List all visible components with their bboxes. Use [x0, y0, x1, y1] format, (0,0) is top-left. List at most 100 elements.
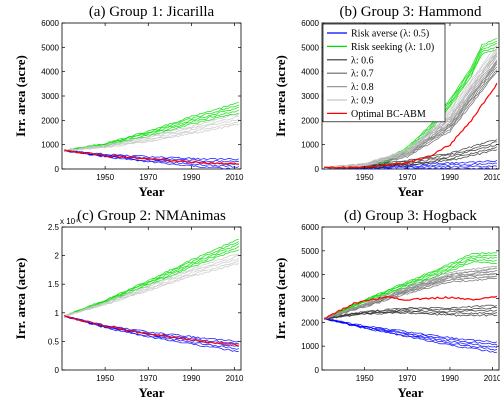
- series-line: [324, 309, 498, 320]
- series-line: [324, 295, 498, 319]
- legend: Risk averse (λ: 0.5) Risk seeking (λ: 1.0…: [322, 23, 446, 123]
- y-tick-label: 0: [315, 366, 320, 375]
- y-tick-label: 4000: [301, 271, 319, 280]
- y-axis-label: Irr. area (acre): [13, 258, 28, 340]
- legend-label: λ: 0.6: [351, 55, 374, 66]
- series-line: [64, 238, 239, 317]
- series-line: [324, 277, 497, 319]
- y-tick-label: 6000: [301, 19, 319, 28]
- x-tick-label: 1970: [398, 173, 416, 182]
- y-tick-label: 6000: [41, 19, 59, 28]
- plot-area: [61, 22, 242, 170]
- y-tick-label: 0.5: [48, 337, 60, 346]
- series-line: [323, 47, 498, 169]
- panel-title: (a) Group 1: Jicarilla: [89, 4, 215, 20]
- panel-4: 0 1000 2000 3000 4000 5000 6000 1950 1970 1990 201…: [273, 208, 500, 400]
- y-scale-label: x 10⁴: [60, 217, 79, 226]
- y-axis-label: Irr. area (acre): [13, 55, 28, 137]
- series-group: [323, 38, 498, 169]
- plot-area: [321, 226, 500, 371]
- y-tick-label: 5000: [41, 43, 59, 52]
- y-axis-label: Irr. area (acre): [273, 55, 288, 137]
- legend-label: λ: 0.7: [351, 69, 374, 80]
- series-line: [64, 257, 240, 317]
- y-axis-label: Irr. area (acre): [273, 258, 288, 340]
- series-group: [63, 238, 240, 353]
- series-line: [323, 254, 497, 320]
- y-tick-label: 6000: [301, 223, 319, 232]
- series-line: [324, 304, 498, 319]
- series-line: [324, 318, 498, 344]
- series-line: [64, 118, 240, 152]
- y-tick-label: 3000: [301, 92, 319, 101]
- x-tick-label: 2010: [226, 173, 244, 182]
- panel-title: (c) Group 2: NMAnimas: [77, 208, 226, 224]
- y-tick-label: 1000: [41, 141, 59, 150]
- series-line: [64, 149, 239, 165]
- y-tick-label: 1000: [301, 342, 319, 351]
- y-tick-label: 2000: [301, 318, 319, 327]
- y-tick-label: 5000: [301, 43, 319, 52]
- panel-title: (b) Group 3: Hammond: [339, 4, 482, 20]
- x-axis-label: Year: [139, 184, 165, 199]
- series-line: [323, 45, 498, 169]
- x-axis-label: Year: [398, 184, 424, 199]
- x-tick-label: 1950: [96, 374, 114, 383]
- y-tick-label: 4000: [41, 68, 59, 77]
- y-tick-label: 2000: [301, 116, 319, 125]
- x-tick-label: 1990: [441, 173, 459, 182]
- y-tick-label: 2.5: [48, 223, 60, 232]
- panel-3: 0 0.5 1 1.5 2 2.5 1950 1970 1990 2010 x 10⁴(c) Gro…: [13, 208, 244, 400]
- legend-label: Risk seeking (λ: 1.0): [351, 42, 434, 53]
- y-tick-label: 4000: [301, 68, 319, 77]
- plot-area: [61, 226, 242, 371]
- series-line: [64, 113, 240, 151]
- x-tick-label: 1990: [441, 374, 459, 383]
- y-tick-label: 5000: [301, 247, 319, 256]
- legend-label: Optimal BC-ABM: [351, 109, 426, 120]
- series-line: [64, 104, 239, 152]
- y-tick-label: 3000: [301, 295, 319, 304]
- y-tick-label: 1.5: [48, 280, 60, 289]
- x-tick-label: 1950: [356, 173, 374, 182]
- legend-label: λ: 0.8: [351, 82, 374, 93]
- series-group: [323, 252, 498, 354]
- x-axis-label: Year: [139, 385, 165, 400]
- series-line: [323, 54, 498, 169]
- x-tick-label: 1970: [398, 374, 416, 383]
- x-tick-label: 2010: [226, 374, 244, 383]
- y-tick-label: 0: [315, 165, 320, 174]
- x-tick-label: 1950: [356, 374, 374, 383]
- panel-1: 0 1000 2000 3000 4000 5000 6000 1950 1970 1990 201…: [13, 4, 244, 199]
- series-line: [64, 241, 239, 317]
- y-tick-label: 3000: [41, 92, 59, 101]
- series-line: [63, 314, 239, 346]
- x-tick-label: 1990: [182, 374, 200, 383]
- x-tick-label: 1950: [96, 173, 114, 182]
- legend-label: λ: 0.9: [351, 96, 374, 107]
- series-line: [64, 253, 240, 317]
- x-tick-label: 1990: [182, 173, 200, 182]
- x-tick-label: 2010: [484, 374, 500, 383]
- series-line: [323, 310, 498, 320]
- x-axis-label: Year: [398, 385, 424, 400]
- y-tick-label: 1: [55, 309, 60, 318]
- y-tick-label: 0: [55, 366, 60, 375]
- y-tick-label: 0: [55, 165, 60, 174]
- series-line: [324, 82, 498, 169]
- series-line: [324, 269, 498, 319]
- series-line: [324, 252, 497, 319]
- y-tick-label: 1000: [301, 141, 319, 150]
- series-group: [63, 102, 240, 169]
- x-tick-label: 1970: [139, 173, 157, 182]
- series-line: [64, 120, 240, 152]
- series-line: [324, 256, 497, 319]
- series-line: [63, 260, 240, 318]
- legend-label: Risk averse (λ: 0.5): [351, 29, 429, 40]
- series-line: [64, 102, 239, 152]
- x-tick-label: 2010: [484, 173, 500, 182]
- y-tick-label: 2: [55, 252, 60, 261]
- x-tick-label: 1970: [139, 374, 157, 383]
